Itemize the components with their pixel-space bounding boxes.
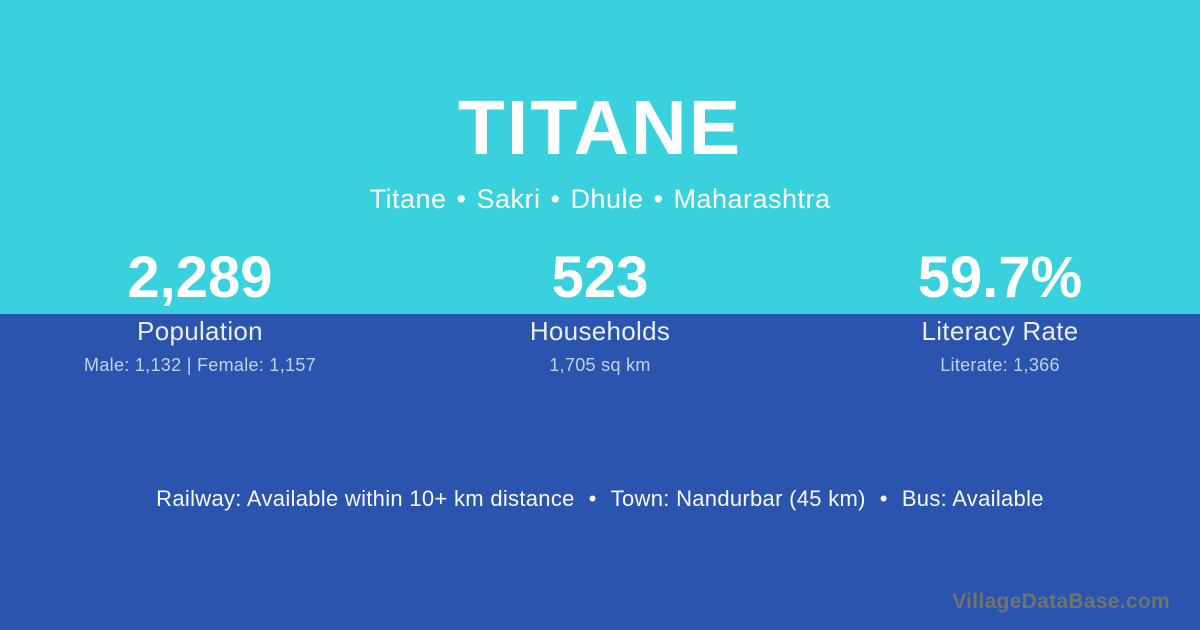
stat-population: 2,289 Population Male: 1,132 | Female: 1… — [0, 245, 400, 376]
breadcrumb-village: Titane — [369, 184, 447, 214]
stats-row: 2,289 Population Male: 1,132 | Female: 1… — [0, 245, 1200, 376]
page-title: TITANE — [457, 85, 743, 171]
bullet-separator: • — [879, 486, 888, 511]
population-label: Population — [137, 316, 263, 346]
location-breadcrumb: Titane • Sakri • Dhule • Maharashtra — [0, 183, 1200, 215]
bullet-separator: • — [456, 184, 467, 214]
population-value: 2,289 — [127, 245, 273, 310]
stat-households: 523 Households 1,705 sq km — [400, 245, 800, 376]
literacy-label: Literacy Rate — [921, 316, 1079, 346]
households-detail: 1,705 sq km — [549, 355, 651, 375]
population-detail: Male: 1,132 | Female: 1,157 — [84, 355, 316, 375]
households-label: Households — [529, 316, 671, 346]
bus-info: Bus: Available — [901, 486, 1044, 511]
stat-literacy-rate: 59.7% Literacy Rate Literate: 1,366 — [800, 245, 1200, 376]
bottom-section-background — [0, 314, 1200, 630]
breadcrumb-district: Dhule — [570, 184, 644, 214]
households-value: 523 — [551, 245, 649, 310]
bullet-separator: • — [653, 184, 664, 214]
transport-info-bar: Railway: Available within 10+ km distanc… — [0, 485, 1200, 513]
breadcrumb-state: Maharashtra — [673, 184, 831, 214]
railway-info: Railway: Available within 10+ km distanc… — [156, 486, 575, 511]
literacy-value: 59.7% — [917, 245, 1083, 310]
bullet-separator: • — [550, 184, 561, 214]
watermark: VillageDataBase.com — [952, 590, 1170, 613]
breadcrumb-tehsil: Sakri — [476, 184, 541, 214]
bullet-separator: • — [588, 486, 597, 511]
top-section-background — [0, 0, 1200, 314]
town-info: Town: Nandurbar (45 km) — [610, 486, 866, 511]
literacy-detail: Literate: 1,366 — [940, 355, 1060, 375]
